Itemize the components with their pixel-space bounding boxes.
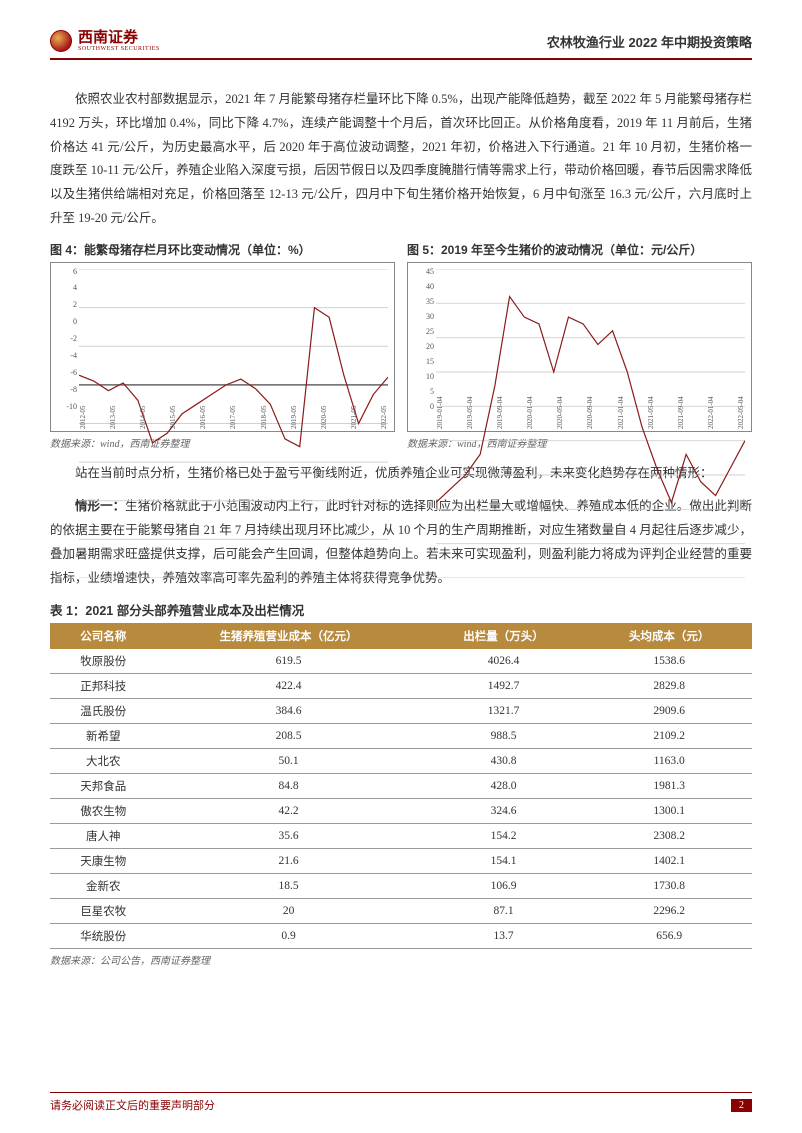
table-row: 天邦食品84.8428.01981.3	[50, 774, 752, 799]
logo: 西南证券 SOUTHWEST SECURITIES	[50, 30, 160, 52]
fig4-xaxis: 2012-052013-052014-052015-052016-052017-…	[79, 397, 388, 429]
table-cell: 1492.7	[421, 674, 587, 699]
table-cell: 新希望	[50, 724, 156, 749]
table-cell: 金新农	[50, 874, 156, 899]
table-cell: 1163.0	[586, 749, 752, 774]
table-cell: 619.5	[156, 649, 420, 674]
table-cell: 428.0	[421, 774, 587, 799]
table-cell: 大北农	[50, 749, 156, 774]
table-row: 巨星农牧2087.12296.2	[50, 899, 752, 924]
fig5-yaxis: 454035302520151050	[410, 267, 434, 411]
page-header: 西南证券 SOUTHWEST SECURITIES 农林牧渔行业 2022 年中…	[50, 30, 752, 60]
logo-icon	[50, 30, 72, 52]
fig5-chart: 454035302520151050 2019-01-042019-05-042…	[407, 262, 752, 432]
fig4-chart: 6420-2-4-6-8-10 2012-052013-052014-05201…	[50, 262, 395, 432]
figure-5: 图 5：2019 年至今生猪价的波动情况（单位：元/公斤） 4540353025…	[407, 241, 752, 450]
table-cell: 1321.7	[421, 699, 587, 724]
table-cell: 1538.6	[586, 649, 752, 674]
table-cell: 422.4	[156, 674, 420, 699]
table-cell: 430.8	[421, 749, 587, 774]
table-row: 正邦科技422.41492.72829.8	[50, 674, 752, 699]
table-cell: 13.7	[421, 924, 587, 949]
paragraph-1: 依照农业农村部数据显示，2021 年 7 月能繁母猪存栏量环比下降 0.5%，出…	[50, 88, 752, 231]
logo-text: 西南证券	[78, 31, 160, 46]
table-cell: 20	[156, 899, 420, 924]
table-cell: 656.9	[586, 924, 752, 949]
footer-text: 请务必阅读正文后的重要声明部分	[50, 1097, 215, 1113]
table-cell: 35.6	[156, 824, 420, 849]
table-cell: 21.6	[156, 849, 420, 874]
table-row: 傲农生物42.2324.61300.1	[50, 799, 752, 824]
table-cell: 384.6	[156, 699, 420, 724]
figure-row: 图 4：能繁母猪存栏月环比变动情况（单位：%） 6420-2-4-6-8-10 …	[50, 241, 752, 450]
table-cell: 唐人神	[50, 824, 156, 849]
table-cell: 154.1	[421, 849, 587, 874]
page-footer: 请务必阅读正文后的重要声明部分 2	[50, 1092, 752, 1113]
table-cell: 傲农生物	[50, 799, 156, 824]
table-cell: 87.1	[421, 899, 587, 924]
table1-body: 牧原股份619.54026.41538.6正邦科技422.41492.72829…	[50, 649, 752, 949]
table-cell: 温氏股份	[50, 699, 156, 724]
table-cell: 1402.1	[586, 849, 752, 874]
table-row: 华统股份0.913.7656.9	[50, 924, 752, 949]
table-row: 牧原股份619.54026.41538.6	[50, 649, 752, 674]
table-cell: 正邦科技	[50, 674, 156, 699]
page-number: 2	[731, 1099, 752, 1112]
table-cell: 华统股份	[50, 924, 156, 949]
table-cell: 2308.2	[586, 824, 752, 849]
table-cell: 1730.8	[586, 874, 752, 899]
table-cell: 18.5	[156, 874, 420, 899]
doc-title: 农林牧渔行业 2022 年中期投资策略	[547, 32, 752, 51]
table-cell: 天邦食品	[50, 774, 156, 799]
table-cell: 208.5	[156, 724, 420, 749]
table-cell: 84.8	[156, 774, 420, 799]
table1-source: 数据来源：公司公告，西南证券整理	[50, 952, 752, 967]
table-cell: 324.6	[421, 799, 587, 824]
fig5-title: 图 5：2019 年至今生猪价的波动情况（单位：元/公斤）	[407, 241, 752, 258]
table-cell: 1981.3	[586, 774, 752, 799]
table-row: 大北农50.1430.81163.0	[50, 749, 752, 774]
logo-subtext: SOUTHWEST SECURITIES	[78, 46, 160, 52]
table-cell: 天康生物	[50, 849, 156, 874]
table-cell: 0.9	[156, 924, 420, 949]
table-cell: 988.5	[421, 724, 587, 749]
table-row: 天康生物21.6154.11402.1	[50, 849, 752, 874]
fig5-xaxis: 2019-01-042019-05-042019-09-042020-01-04…	[436, 397, 745, 429]
figure-4: 图 4：能繁母猪存栏月环比变动情况（单位：%） 6420-2-4-6-8-10 …	[50, 241, 395, 450]
table1-col-header: 出栏量（万头）	[421, 623, 587, 649]
table-cell: 154.2	[421, 824, 587, 849]
table-cell: 2296.2	[586, 899, 752, 924]
table-cell: 牧原股份	[50, 649, 156, 674]
table1-col-header: 生猪养殖营业成本（亿元）	[156, 623, 420, 649]
table-cell: 2109.2	[586, 724, 752, 749]
table1-col-header: 公司名称	[50, 623, 156, 649]
table-cell: 42.2	[156, 799, 420, 824]
table-cell: 巨星农牧	[50, 899, 156, 924]
table1: 公司名称生猪养殖营业成本（亿元）出栏量（万头）头均成本（元） 牧原股份619.5…	[50, 623, 752, 949]
table1-header-row: 公司名称生猪养殖营业成本（亿元）出栏量（万头）头均成本（元）	[50, 623, 752, 649]
table-cell: 2909.6	[586, 699, 752, 724]
table-row: 唐人神35.6154.22308.2	[50, 824, 752, 849]
fig4-title: 图 4：能繁母猪存栏月环比变动情况（单位：%）	[50, 241, 395, 258]
table-row: 新希望208.5988.52109.2	[50, 724, 752, 749]
table-cell: 1300.1	[586, 799, 752, 824]
table-row: 温氏股份384.61321.72909.6	[50, 699, 752, 724]
table-cell: 50.1	[156, 749, 420, 774]
table-cell: 106.9	[421, 874, 587, 899]
table1-title: 表 1：2021 部分头部养殖营业成本及出栏情况	[50, 600, 752, 619]
fig4-yaxis: 6420-2-4-6-8-10	[53, 267, 77, 411]
table1-col-header: 头均成本（元）	[586, 623, 752, 649]
table-cell: 2829.8	[586, 674, 752, 699]
table-cell: 4026.4	[421, 649, 587, 674]
table-row: 金新农18.5106.91730.8	[50, 874, 752, 899]
